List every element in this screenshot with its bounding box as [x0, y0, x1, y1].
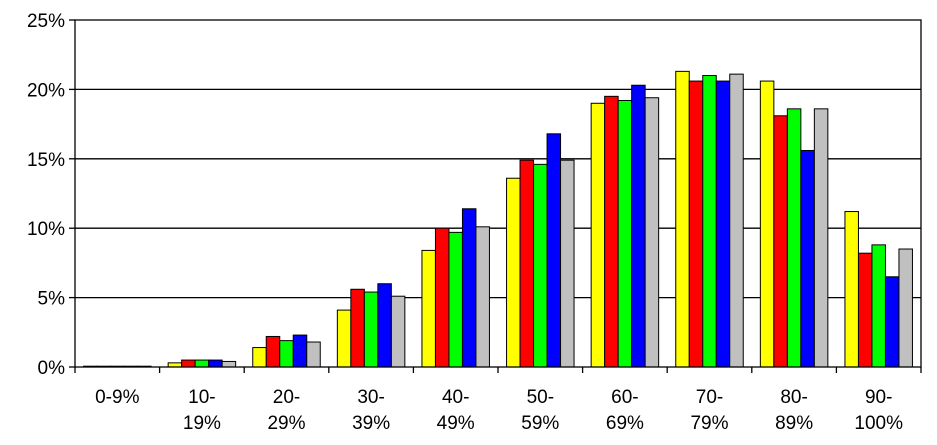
y-tick-label: 15% [27, 150, 65, 171]
x-category-label: 0-9% [95, 387, 139, 408]
bar [506, 177, 521, 368]
bar [194, 359, 210, 368]
bar [675, 70, 690, 368]
bar [448, 231, 463, 368]
bar [265, 335, 281, 368]
y-tick-label: 0% [38, 358, 66, 379]
bar [702, 75, 717, 368]
bar [590, 102, 606, 368]
bar [786, 108, 802, 368]
bar [434, 227, 450, 368]
bar [306, 341, 321, 368]
bar [715, 80, 731, 368]
x-category-label: 60-69% [606, 387, 644, 434]
bar [350, 288, 365, 368]
bar [221, 360, 237, 368]
bar [631, 84, 646, 368]
bar [279, 340, 294, 368]
x-category-label: 80-89% [775, 387, 813, 434]
bar [617, 100, 633, 368]
bar [421, 249, 436, 368]
bar [644, 97, 660, 368]
y-tick-label: 20% [27, 80, 65, 101]
bar [560, 159, 575, 368]
bar [688, 80, 704, 368]
y-tick-label: 25% [27, 11, 65, 32]
bar [390, 295, 406, 368]
bar [292, 334, 308, 368]
bar [363, 291, 379, 368]
bar [252, 347, 267, 368]
bar [898, 248, 913, 368]
x-category-label: 30-39% [352, 387, 390, 434]
bar [546, 133, 562, 368]
bar [800, 149, 815, 368]
bar [519, 159, 535, 368]
x-category-label: 70-79% [690, 387, 728, 434]
bar [729, 73, 744, 368]
bar [871, 244, 886, 368]
y-tick-label: 10% [27, 219, 65, 240]
bar [461, 208, 477, 368]
bar [336, 309, 352, 368]
bar [857, 252, 873, 368]
bar [475, 226, 490, 368]
x-category-label: 40-49% [437, 387, 475, 434]
bar [208, 359, 223, 368]
bars [83, 70, 913, 368]
x-axis-categories: 0-9% 10-19% 20-29% 30-39% 40-49% 50-59% 60-69%… [74, 367, 922, 434]
x-category-label: 50-59% [521, 387, 559, 434]
y-tick-label: 5% [38, 289, 66, 310]
x-category-label: 10-19% [183, 387, 221, 434]
bar [604, 95, 619, 368]
bar [844, 211, 859, 368]
bar [533, 163, 548, 368]
y-axis-ticks: 0% 5% 10% 15% 20% 25% [27, 11, 75, 379]
bar [773, 115, 788, 368]
bar [884, 276, 900, 368]
bar [759, 80, 775, 368]
x-category-label: 20-29% [267, 387, 305, 434]
bar [813, 108, 829, 368]
bar [181, 359, 196, 368]
bar [377, 283, 392, 368]
x-category-label: 90-100% [854, 387, 903, 434]
